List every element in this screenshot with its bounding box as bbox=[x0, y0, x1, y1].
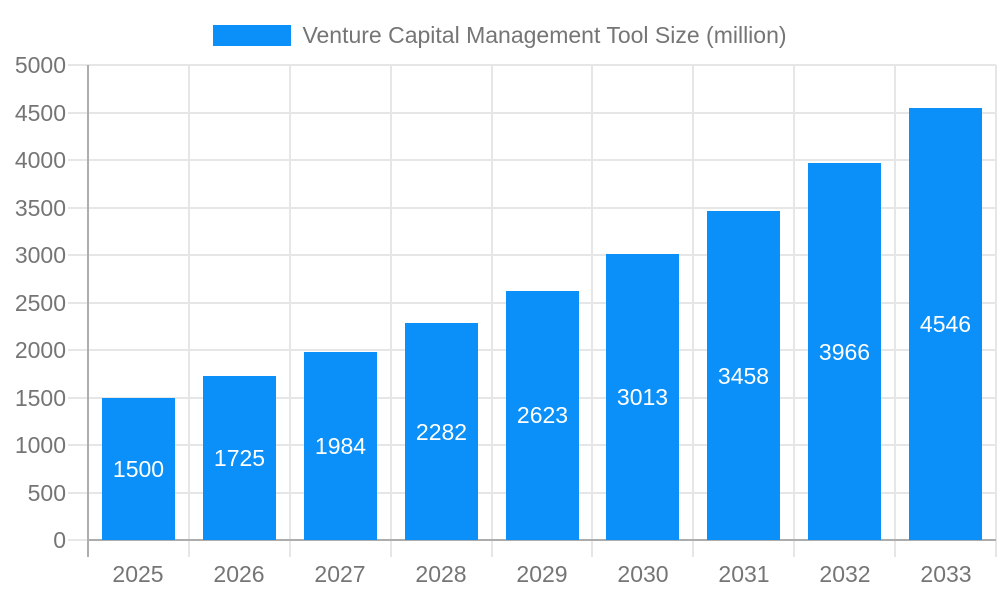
legend: Venture Capital Management Tool Size (mi… bbox=[0, 22, 1000, 48]
bar: 3013 bbox=[606, 253, 679, 540]
bar-value-label: 3966 bbox=[818, 338, 871, 365]
bar: 4546 bbox=[909, 108, 982, 540]
x-gridline bbox=[288, 65, 291, 557]
bar: 2623 bbox=[506, 290, 579, 540]
bar-value-label: 1500 bbox=[112, 455, 165, 482]
y-gridline bbox=[68, 64, 996, 66]
x-tick-label: 2026 bbox=[213, 561, 265, 587]
x-axis-line bbox=[87, 539, 996, 541]
x-gridline bbox=[389, 65, 392, 557]
y-gridline bbox=[68, 254, 996, 256]
x-tick-label: 2031 bbox=[718, 561, 770, 587]
y-gridline bbox=[68, 111, 996, 114]
bar: 1725 bbox=[203, 376, 276, 540]
x-tick-label: 2033 bbox=[920, 561, 972, 587]
x-gridline bbox=[591, 65, 594, 557]
y-tick-label: 500 bbox=[27, 479, 66, 506]
x-gridline bbox=[187, 65, 190, 557]
y-tick-label: 2500 bbox=[14, 289, 66, 316]
x-tick-label: 2028 bbox=[415, 561, 467, 587]
y-tick-label: 1500 bbox=[14, 384, 66, 411]
chart-title: Venture Capital Management Tool Size (mi… bbox=[302, 22, 787, 48]
bar: 3966 bbox=[808, 163, 881, 540]
bar: 1984 bbox=[304, 351, 377, 540]
bar-value-label: 3458 bbox=[717, 362, 770, 389]
y-tick-label: 2000 bbox=[14, 337, 66, 363]
bar-value-label: 4546 bbox=[919, 311, 972, 338]
bar-value-label: 1725 bbox=[213, 445, 266, 472]
x-gridline bbox=[793, 65, 796, 557]
bar-value-label: 3013 bbox=[616, 383, 669, 410]
x-tick-label: 2032 bbox=[819, 561, 871, 587]
x-tick-label: 2029 bbox=[516, 561, 568, 587]
y-gridline bbox=[68, 159, 996, 161]
bar-value-label: 2282 bbox=[415, 418, 468, 445]
x-tick-label: 2030 bbox=[617, 561, 669, 587]
x-gridline bbox=[692, 65, 695, 557]
y-tick-label: 5000 bbox=[14, 52, 66, 78]
bar: 1500 bbox=[102, 397, 175, 540]
y-tick-label: 4500 bbox=[14, 99, 66, 126]
legend-color-swatch-icon bbox=[213, 24, 292, 46]
bar: 2282 bbox=[405, 323, 478, 540]
y-axis-line bbox=[87, 65, 89, 557]
x-gridline bbox=[490, 65, 493, 557]
y-tick-label: 3500 bbox=[14, 194, 66, 221]
y-tick-label: 1000 bbox=[14, 432, 66, 458]
y-tick-label: 0 bbox=[53, 527, 66, 553]
bar: 3458 bbox=[707, 211, 780, 540]
y-tick-label: 4000 bbox=[14, 147, 66, 173]
bar-value-label: 1984 bbox=[314, 432, 367, 459]
x-tick-label: 2027 bbox=[314, 561, 366, 587]
y-tick-label: 3000 bbox=[14, 242, 66, 268]
y-gridline bbox=[68, 206, 996, 209]
x-gridline bbox=[894, 65, 897, 557]
x-tick-label: 2025 bbox=[112, 561, 164, 587]
bar-value-label: 2623 bbox=[516, 402, 569, 429]
x-gridline bbox=[995, 65, 997, 557]
